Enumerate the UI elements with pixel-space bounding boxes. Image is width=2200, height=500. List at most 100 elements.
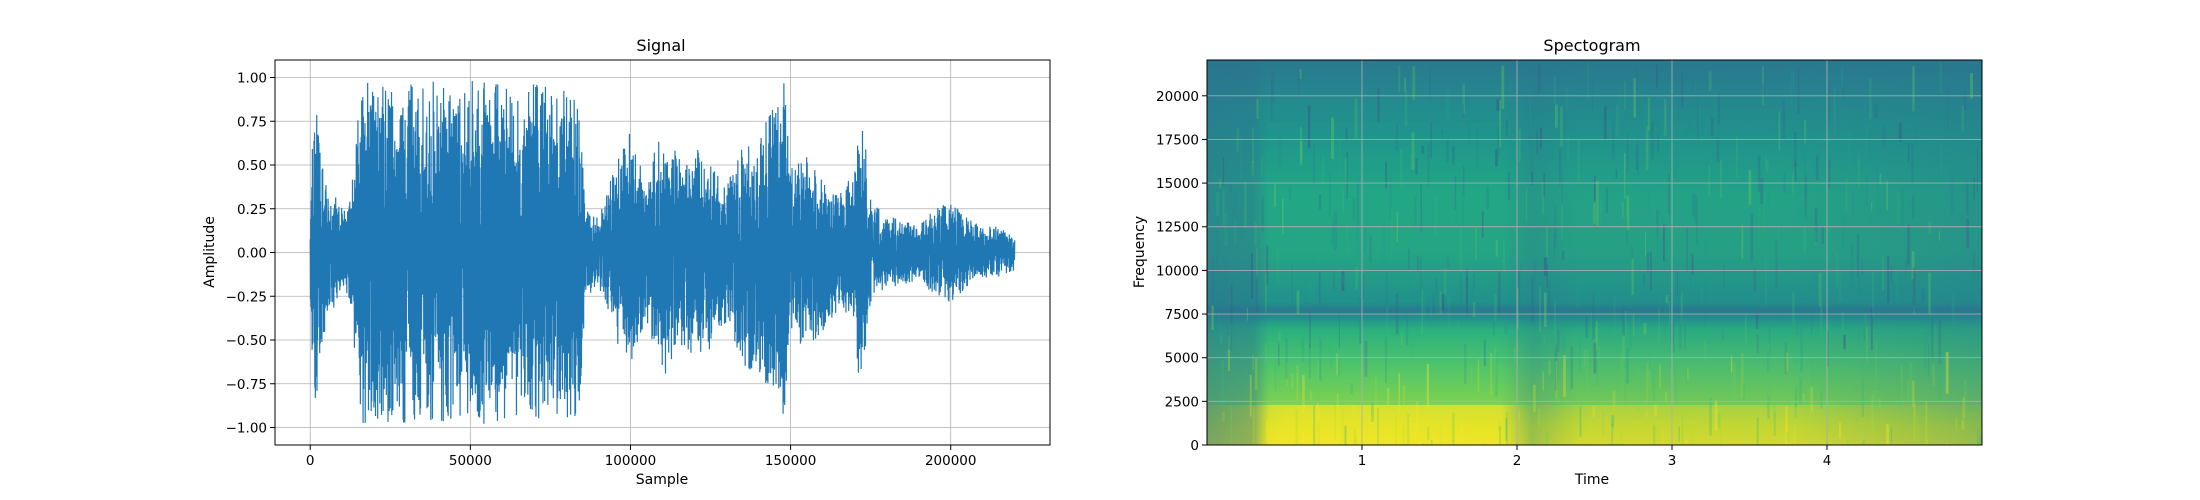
spectrogram-texture-streak	[1913, 402, 1916, 440]
spectrogram-texture-streak	[1435, 278, 1438, 321]
spectrogram-texture-streak	[1946, 441, 1948, 445]
spectrogram-texture-streak	[1256, 98, 1259, 119]
spectrogram-texture-streak	[1756, 334, 1759, 354]
spectrogram-texture-streak	[1907, 224, 1910, 265]
spectrogram-texture-streak	[1847, 440, 1849, 445]
spectrogram-texture-streak	[1659, 364, 1661, 389]
spectrogram-texture-streak	[1291, 444, 1294, 445]
spectrogram-texture-streak	[1756, 417, 1759, 445]
spectrogram-texture-streak	[1720, 159, 1722, 198]
spectrogram-texture-streak	[1686, 418, 1689, 434]
spectrogram-texture-streak	[1554, 76, 1556, 105]
spectrogram-texture-streak	[1731, 355, 1733, 373]
spectrogram-texture-streak	[1334, 405, 1336, 439]
spectrogram-texture-streak	[1525, 187, 1528, 221]
spectrogram-texture-streak	[1514, 345, 1516, 363]
spectrogram-texture-streak	[1554, 302, 1556, 350]
spectrogram-texture-streak	[1369, 235, 1372, 263]
spectrogram-texture-streak	[1395, 123, 1398, 151]
spectrogram-texture-streak	[1690, 253, 1692, 290]
spectrogram-texture-streak	[1299, 141, 1303, 166]
spectrogram-texture-streak	[1317, 360, 1320, 403]
spectrogram-texture-streak	[1421, 145, 1424, 154]
spectrogram-texture-streak	[1555, 361, 1558, 399]
spectrogram-texture-streak	[1557, 381, 1560, 407]
spectrogram-texture-streak	[1708, 165, 1711, 198]
spectrogram-texture-streak	[1459, 226, 1463, 273]
spectrogram-texture-streak	[1916, 223, 1919, 235]
spectrogram-texture-streak	[1685, 439, 1688, 445]
spectrogram-texture-streak	[1253, 411, 1256, 432]
spectrogram-texture-streak	[1805, 175, 1808, 220]
spectrogram-texture-streak	[1338, 310, 1340, 349]
spectrogram-texture-streak	[1790, 70, 1792, 109]
spectrogram-texture-streak	[1811, 386, 1813, 412]
spectrogram-texture-streak	[1945, 352, 1949, 394]
spectrogram-texture-streak	[1538, 408, 1540, 427]
spectrogram-texture-streak	[1814, 208, 1818, 243]
spectrogram-texture-streak	[1465, 276, 1468, 305]
spectrogram-texture-streak	[1462, 103, 1465, 118]
spectrogram-texture-streak	[1710, 117, 1714, 137]
spectrogram-texture-streak	[1857, 154, 1860, 188]
spectrogram-texture-streak	[1307, 105, 1311, 148]
spectrogram-texture-streak	[1524, 248, 1526, 260]
spectrogram-texture-streak	[1339, 139, 1342, 178]
spectrogram-texture-streak	[1541, 218, 1543, 236]
spectrogram-texture-streak	[1828, 432, 1830, 445]
spectrogram-texture-streak	[1493, 304, 1495, 336]
spectrogram-texture-streak	[1708, 71, 1712, 91]
spectrogram-y-tick-label: 2500	[1165, 394, 1199, 410]
spectrogram-texture-streak	[1255, 279, 1258, 312]
spectrogram-texture-streak	[1432, 292, 1434, 314]
spectrogram-texture-streak	[1620, 443, 1623, 445]
spectrogram-texture-streak	[1504, 319, 1508, 334]
spectrogram-texture-streak	[1543, 172, 1545, 197]
spectrogram-texture-streak	[1416, 400, 1419, 437]
spectrogram-texture-streak	[1346, 151, 1348, 199]
spectrogram-texture-streak	[1577, 238, 1579, 257]
spectrogram-texture-streak	[1539, 286, 1541, 333]
spectrogram-y-tick-label: 20000	[1156, 89, 1199, 105]
spectrogram-texture-streak	[1518, 129, 1521, 163]
spectrogram-texture-streak	[1636, 88, 1638, 106]
spectrogram-texture-streak	[1862, 440, 1865, 445]
spectrogram-texture-streak	[1680, 295, 1682, 325]
signal-xlabel: Sample	[636, 472, 689, 488]
spectrogram-texture-streak	[1646, 252, 1649, 273]
spectrogram-texture-streak	[1473, 274, 1476, 289]
spectrogram-texture-streak	[1447, 293, 1451, 330]
spectrogram-texture-streak	[1692, 193, 1695, 217]
spectrogram-texture-streak	[1561, 250, 1565, 260]
spectrogram-texture-streak	[1919, 412, 1922, 426]
spectrogram-texture-streak	[1841, 312, 1845, 330]
spectrogram-texture-streak	[1463, 165, 1465, 197]
spectrogram-texture-streak	[1709, 397, 1712, 436]
spectrogram-texture-streak	[1872, 196, 1875, 206]
spectrogram-texture-streak	[1973, 251, 1976, 277]
spectrogram-texture-streak	[1748, 96, 1751, 108]
spectrogram-texture-streak	[1596, 320, 1598, 350]
spectrogram-texture-streak	[1765, 259, 1767, 306]
spectrogram-texture-streak	[1503, 239, 1506, 273]
spectrogram-texture-streak	[1550, 371, 1554, 382]
spectrogram-texture-streak	[1408, 416, 1412, 445]
spectrogram-texture-streak	[1446, 91, 1450, 124]
signal-title: Signal	[636, 36, 685, 55]
spectrogram-texture-streak	[1344, 160, 1347, 174]
spectrogram-texture-streak	[1218, 313, 1220, 348]
spectrogram-texture-streak	[1299, 68, 1302, 79]
spectrogram-texture-streak	[1451, 194, 1455, 221]
spectrogram-texture-streak	[1239, 136, 1242, 183]
spectrogram-texture-streak	[1596, 343, 1599, 386]
spectrogram-texture-streak	[1981, 444, 1982, 445]
spectrogram-texture-streak	[1278, 331, 1281, 345]
spectrogram-texture-streak	[1913, 272, 1916, 311]
spectrogram-y-tick-label: 15000	[1156, 176, 1199, 192]
spectrogram-texture-streak	[1905, 441, 1908, 445]
spectrogram-texture-streak	[1594, 327, 1597, 352]
spectrogram-texture-streak	[1505, 418, 1508, 441]
spectrogram-texture-streak	[1622, 334, 1625, 363]
spectrogram-texture-streak	[1451, 69, 1453, 100]
spectrogram-xlabel: Time	[1574, 472, 1609, 488]
